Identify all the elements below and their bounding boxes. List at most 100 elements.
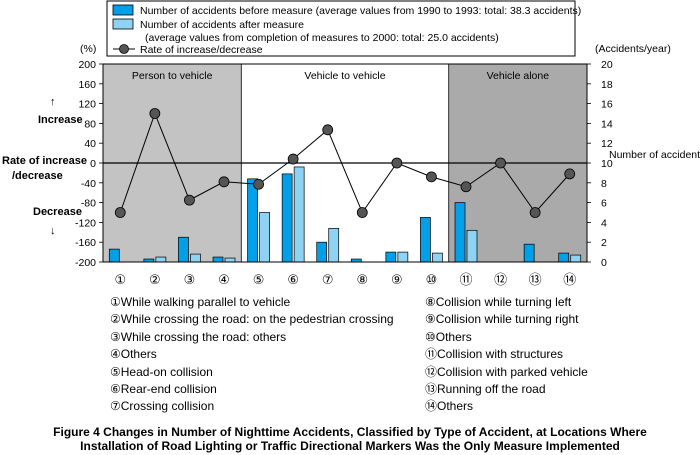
rate-point — [149, 108, 161, 119]
region-label: Person to vehicle — [132, 70, 213, 82]
rate-point — [287, 153, 299, 165]
bar-before — [523, 243, 535, 263]
rate-point — [356, 207, 368, 218]
increase-arrow: ↑ — [50, 96, 56, 108]
category-tick-label: ⑨ — [391, 272, 403, 287]
legend-label-rate: Rate of increase/decrease — [140, 44, 263, 56]
rate-axis-label-2: /decrease — [12, 170, 63, 182]
rate-point — [460, 181, 472, 193]
right-tick-label: 14 — [601, 118, 613, 130]
bar-after — [328, 227, 340, 263]
left-tick-label: 120 — [78, 99, 96, 111]
accident-chart: Number of accidents before measure (aver… — [2, 0, 700, 287]
bar-before — [316, 241, 328, 263]
bar-before — [212, 256, 224, 263]
bar-after — [432, 252, 443, 263]
right-tick-label: 6 — [601, 198, 607, 210]
category-item: ④Others — [110, 347, 157, 362]
legend-swatch-after — [112, 18, 134, 30]
right-tick-label: 8 — [601, 178, 607, 190]
left-tick-label: -200 — [75, 257, 96, 269]
category-tick-label: ① — [114, 272, 126, 287]
bars — [108, 166, 582, 263]
bar-before — [558, 252, 570, 263]
bar-before — [247, 178, 258, 263]
category-tick-label: ⑬ — [529, 272, 542, 287]
left-tick-label: 80 — [84, 118, 96, 130]
bar-after — [570, 254, 582, 263]
category-item: ⑩Others — [425, 329, 472, 344]
legend-label-after-sub: (average values from completion of measu… — [145, 32, 499, 44]
right-tick-label: 10 — [601, 158, 613, 170]
category-tick-label: ④ — [218, 272, 230, 287]
bar-after — [293, 166, 305, 263]
category-tick-label: ⑥ — [287, 272, 299, 287]
right-axis-label: Number of accidents — [609, 149, 700, 161]
left-axis-ticks: 200 160 120 80 40 0 -40 -80 -120 -160 -200 — [75, 59, 103, 269]
legend-marker-rate — [119, 44, 129, 54]
rate-polyline — [119, 112, 571, 214]
bar-after — [224, 257, 236, 263]
legend-label-after: Number of accidents after measure — [140, 19, 304, 31]
caption-line-2: Installation of Road Lighting or Traffic… — [80, 439, 620, 453]
legend-label-before: Number of accidents before measure (aver… — [140, 5, 581, 17]
category-tick-label: ⑤ — [253, 272, 265, 287]
right-tick-label: 20 — [601, 59, 613, 71]
decrease-arrow: ↓ — [50, 225, 56, 237]
category-item: ⑧Collision while turning left — [425, 295, 572, 309]
right-tick-label: 2 — [601, 237, 607, 249]
right-tick-label: 16 — [601, 99, 613, 111]
region-label: Vehicle to vehicle — [304, 70, 385, 82]
right-tick-label: 4 — [601, 217, 607, 229]
category-tick-label: ⑦ — [322, 272, 334, 287]
bar-after — [190, 253, 201, 263]
rate-point — [184, 194, 195, 206]
rate-point — [564, 168, 576, 180]
category-tick-label: ② — [149, 272, 161, 287]
category-item: ⑨Collision while turning right — [425, 312, 579, 327]
rate-line — [114, 108, 576, 218]
category-item: ⑪Collision with structures — [425, 347, 564, 362]
bar-before — [178, 236, 189, 263]
left-tick-label: -160 — [75, 237, 96, 249]
category-item: ⑦Crossing collision — [110, 399, 215, 414]
left-tick-label: -80 — [81, 198, 96, 210]
rate-point — [253, 178, 264, 190]
right-tick-label: 18 — [601, 79, 613, 91]
bar-before — [454, 202, 466, 263]
region-labels: Person to vehicle Vehicle to vehicle Vehic… — [132, 70, 549, 82]
category-tick-label: ⑫ — [494, 272, 507, 287]
bar-before — [420, 217, 431, 263]
category-tick-label: ⑧ — [356, 272, 368, 287]
category-item: ⑥Rear-end collision — [110, 382, 217, 397]
category-list-left: ①While walking parallel to vehicle ②Whil… — [110, 294, 394, 416]
left-tick-label: -40 — [81, 178, 96, 190]
category-tick-label: ⑩ — [426, 272, 438, 287]
rate-point — [529, 207, 541, 218]
category-item: ②While crossing the road: on the pedestr… — [110, 312, 394, 327]
rate-point — [114, 207, 126, 218]
rate-point — [218, 176, 230, 188]
left-axis-unit: (%) — [80, 43, 96, 55]
figure-caption: Figure 4 Changes in Number of Nighttime … — [0, 425, 700, 453]
bar-after — [259, 212, 270, 263]
category-tick-label: ⑭ — [563, 272, 576, 287]
legend-swatch-before — [112, 4, 134, 16]
bar-before — [385, 251, 397, 263]
rate-point — [426, 171, 437, 183]
left-tick-label: 40 — [84, 138, 96, 150]
category-item: ⑭Others — [425, 399, 474, 414]
left-tick-label: 200 — [78, 59, 96, 71]
category-ticks: ① ② ③ ④ ⑤ ⑥ ⑦ ⑧ ⑨ ⑩ ⑪ ⑫ ⑬ ⑭ — [114, 272, 576, 287]
bar-after — [155, 256, 167, 263]
bar-before — [108, 248, 120, 263]
category-item: ⑬Running off the road — [425, 382, 546, 397]
category-item: ⑫Collision with parked vehicle — [425, 364, 588, 379]
left-tick-label: -120 — [75, 217, 96, 229]
category-item: ①While walking parallel to vehicle — [110, 295, 291, 309]
category-list-right: ⑧Collision while turning left ⑨Collision… — [425, 294, 588, 416]
left-tick-label: 160 — [78, 79, 96, 91]
right-tick-label: 12 — [601, 138, 613, 150]
legend: Number of accidents before measure (aver… — [106, 0, 581, 57]
